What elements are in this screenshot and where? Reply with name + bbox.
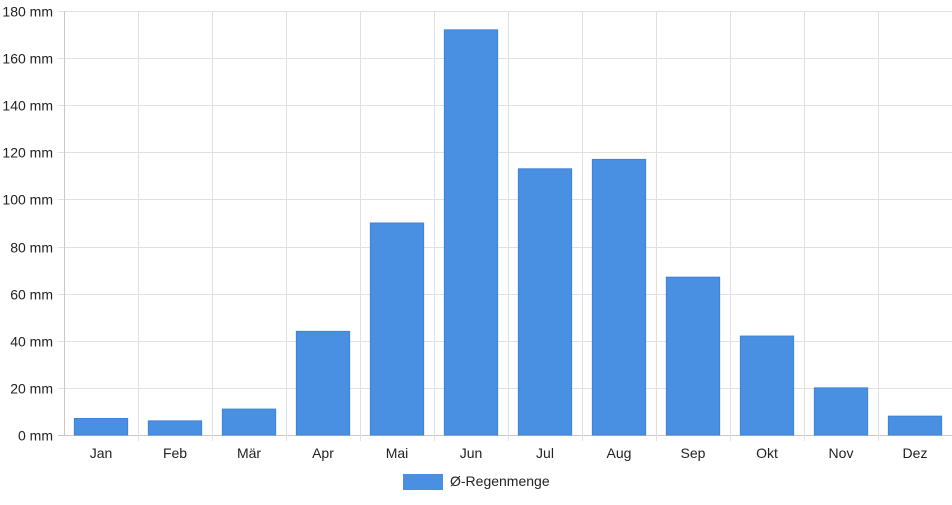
x-tick-label: Jun <box>460 445 483 461</box>
legend[interactable]: Ø-Regenmenge <box>403 473 550 490</box>
bar[interactable] <box>739 335 795 436</box>
x-tick-label: Aug <box>607 445 632 461</box>
bar[interactable] <box>295 330 351 436</box>
grid <box>58 11 952 441</box>
x-tick-label: Mär <box>237 445 261 461</box>
y-tick-label: 20 mm <box>10 381 53 397</box>
y-tick-label: 80 mm <box>10 240 53 256</box>
bar[interactable] <box>369 222 425 436</box>
legend-swatch[interactable] <box>403 474 443 490</box>
x-tick-label: Okt <box>756 445 778 461</box>
bar[interactable] <box>591 158 647 436</box>
x-tick-label: Jul <box>536 445 554 461</box>
bar[interactable] <box>73 418 129 436</box>
x-tick-label: Dez <box>903 445 928 461</box>
x-tick-label: Nov <box>829 445 854 461</box>
y-tick-label: 140 mm <box>2 98 53 114</box>
bars <box>73 29 943 436</box>
x-tick-label: Jan <box>90 445 113 461</box>
x-tick-label: Sep <box>681 445 706 461</box>
y-tick-label: 100 mm <box>2 192 53 208</box>
y-tick-label: 160 mm <box>2 51 53 67</box>
bar[interactable] <box>813 387 869 436</box>
bar[interactable] <box>517 168 573 436</box>
x-axis-ticks: Jan Feb Mär Apr Mai Jun Jul Aug Sep Okt Nov Dez <box>90 445 928 461</box>
legend-label[interactable]: Ø-Regenmenge <box>450 473 550 489</box>
bar[interactable] <box>147 420 203 436</box>
x-tick-label: Apr <box>312 445 334 461</box>
y-tick-label: 180 mm <box>2 4 53 20</box>
y-tick-label: 0 mm <box>18 428 53 444</box>
bar[interactable] <box>887 415 943 436</box>
x-tick-label: Mai <box>386 445 409 461</box>
y-axis-ticks: 0 mm 20 mm 40 mm 60 mm 80 mm 100 mm 120 mm 140 … <box>2 4 53 444</box>
bar[interactable] <box>665 276 721 436</box>
bar[interactable] <box>221 408 277 436</box>
y-tick-label: 60 mm <box>10 287 53 303</box>
bar[interactable] <box>443 29 499 436</box>
x-tick-label: Feb <box>163 445 187 461</box>
y-tick-label: 120 mm <box>2 145 53 161</box>
y-tick-label: 40 mm <box>10 334 53 350</box>
